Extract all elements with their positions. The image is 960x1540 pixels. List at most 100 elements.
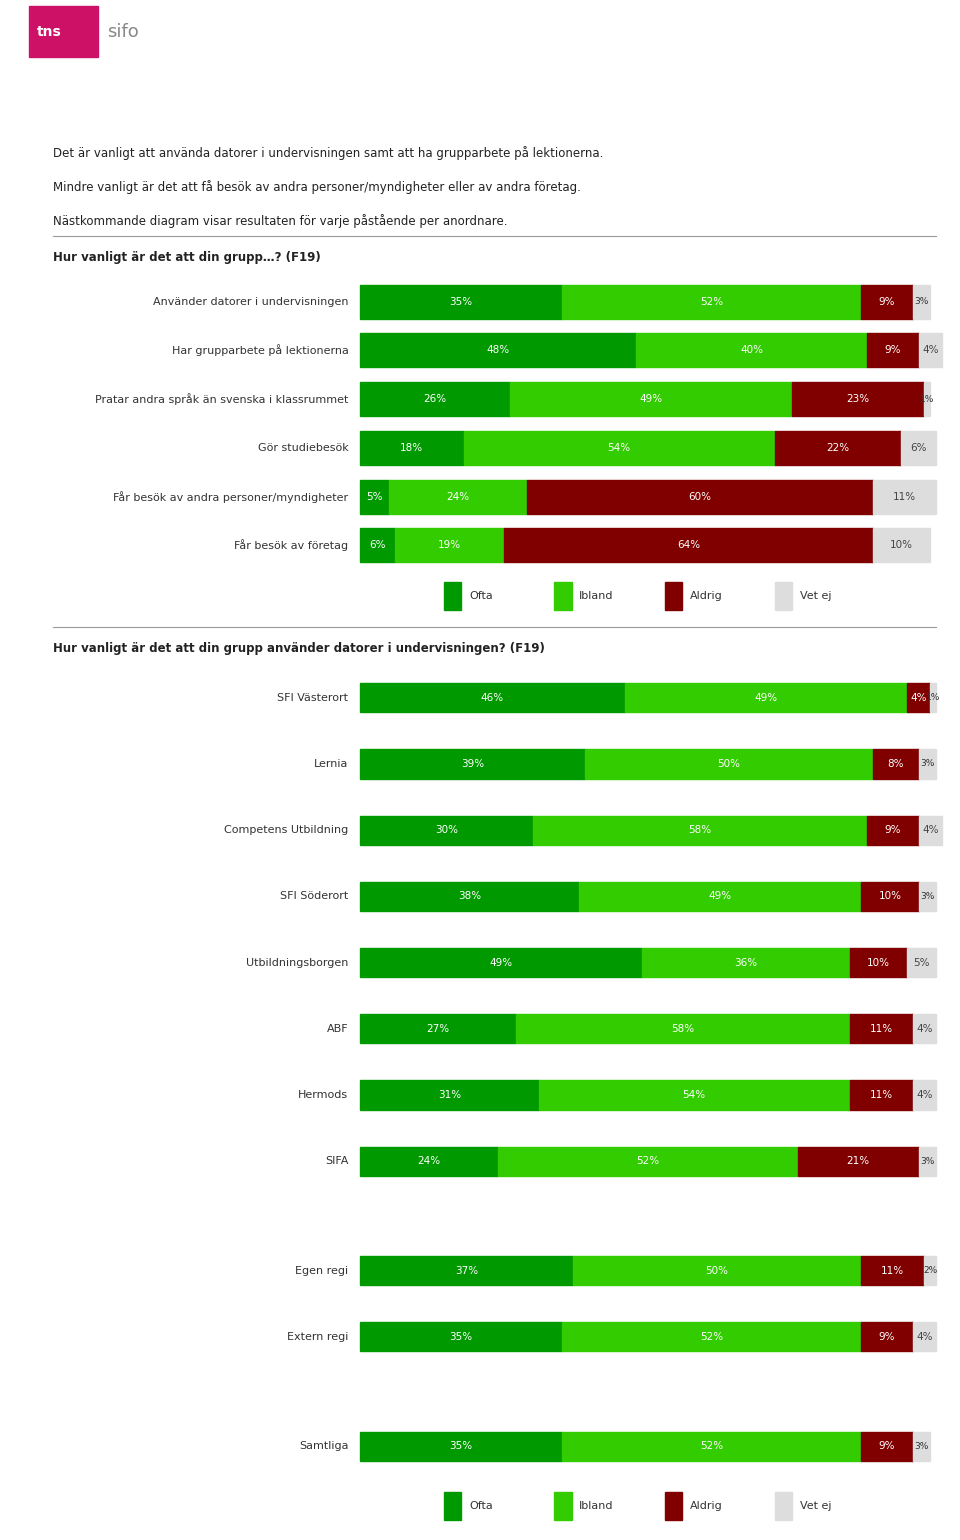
Bar	[867, 333, 919, 367]
Bar	[625, 684, 907, 713]
Bar	[585, 750, 873, 779]
Text: Hur vanligt är det att din grupp…? (F19): Hur vanligt är det att din grupp…? (F19)	[53, 251, 321, 263]
Bar	[360, 333, 636, 367]
Bar	[776, 1492, 793, 1520]
Text: SIFA: SIFA	[325, 1157, 348, 1166]
Text: 9%: 9%	[878, 1441, 896, 1451]
Bar	[919, 882, 936, 912]
Bar	[360, 1257, 573, 1286]
Text: Pratar andra språk än svenska i klassrummet: Pratar andra språk än svenska i klassrum…	[95, 393, 348, 405]
Text: 10%: 10%	[878, 892, 901, 901]
Bar	[444, 1492, 461, 1520]
Text: 31%: 31%	[438, 1090, 461, 1100]
Text: 4%: 4%	[910, 693, 927, 702]
Bar	[913, 1432, 930, 1461]
Bar	[360, 528, 395, 562]
Bar	[516, 1015, 850, 1044]
Text: 37%: 37%	[455, 1266, 478, 1275]
Bar	[444, 582, 461, 610]
Bar	[555, 582, 571, 610]
Text: 49%: 49%	[755, 693, 778, 702]
Bar	[867, 816, 919, 845]
Text: 3%: 3%	[921, 759, 934, 768]
Text: 58%: 58%	[688, 825, 711, 835]
Bar	[861, 1257, 924, 1286]
Text: 46%: 46%	[481, 693, 504, 702]
Text: 48%: 48%	[487, 345, 510, 356]
Text: 35%: 35%	[449, 297, 472, 306]
Text: Ofta: Ofta	[468, 591, 492, 601]
Bar	[919, 333, 942, 367]
Text: 52%: 52%	[700, 1332, 723, 1341]
Bar	[636, 333, 867, 367]
Text: 30%: 30%	[435, 825, 458, 835]
Bar	[919, 816, 942, 845]
Bar	[792, 382, 924, 416]
Bar	[850, 1081, 913, 1110]
Text: Extern regi: Extern regi	[287, 1332, 348, 1341]
Text: Gör studiebesök: Gör studiebesök	[257, 444, 348, 453]
Bar	[861, 285, 913, 319]
Bar	[360, 684, 625, 713]
Bar	[360, 882, 579, 912]
Bar	[510, 382, 792, 416]
Bar	[924, 382, 930, 416]
Bar	[389, 479, 527, 513]
Text: Hermods: Hermods	[299, 1090, 348, 1100]
Text: Vet ej: Vet ej	[800, 1502, 831, 1511]
Text: 52%: 52%	[700, 297, 723, 306]
Bar	[360, 750, 585, 779]
Text: 49%: 49%	[639, 394, 662, 403]
Text: Har grupparbete på lektionerna: Har grupparbete på lektionerna	[172, 345, 348, 356]
Text: 36%: 36%	[734, 958, 757, 967]
Text: 27%: 27%	[426, 1024, 449, 1033]
Bar	[498, 1147, 798, 1177]
Bar	[664, 582, 682, 610]
Bar	[913, 285, 930, 319]
Bar	[924, 1257, 936, 1286]
Text: 60%: 60%	[688, 491, 711, 502]
Text: 10%: 10%	[867, 958, 890, 967]
Bar	[579, 882, 861, 912]
Text: 11%: 11%	[870, 1090, 893, 1100]
Bar	[861, 882, 919, 912]
Text: 24%: 24%	[446, 491, 469, 502]
Text: Utbildningsborgen: Utbildningsborgen	[246, 958, 348, 967]
Text: Får besök av andra personer/myndigheter: Får besök av andra personer/myndigheter	[113, 491, 348, 502]
Text: SFI Söderort: SFI Söderort	[280, 892, 348, 901]
Text: 22%: 22%	[827, 444, 850, 453]
Text: 9%: 9%	[884, 825, 901, 835]
Text: 58%: 58%	[671, 1024, 694, 1033]
Bar	[573, 1257, 861, 1286]
Text: 19%: 19%	[438, 541, 461, 550]
Text: Samtliga: Samtliga	[299, 1441, 348, 1451]
Text: 54%: 54%	[608, 444, 631, 453]
Bar	[360, 1147, 498, 1177]
Bar	[360, 382, 510, 416]
Text: 9%: 9%	[878, 297, 896, 306]
Text: 4%: 4%	[916, 1090, 933, 1100]
Bar	[360, 1081, 539, 1110]
Text: 39%: 39%	[461, 759, 484, 768]
Text: Competens Utbildning: Competens Utbildning	[225, 825, 348, 835]
Bar	[464, 431, 775, 465]
Bar	[873, 479, 936, 513]
Text: sifo: sifo	[108, 23, 139, 40]
Bar	[930, 684, 936, 713]
Bar	[861, 1323, 913, 1352]
Text: 11%: 11%	[870, 1024, 893, 1033]
Text: 2%: 2%	[924, 1266, 937, 1275]
Text: 5%: 5%	[366, 491, 383, 502]
Text: 49%: 49%	[708, 892, 732, 901]
Bar	[919, 750, 936, 779]
Text: Aldrig: Aldrig	[689, 591, 723, 601]
Text: Nästkommande diagram visar resultaten för varje påstående per anordnare.: Nästkommande diagram visar resultaten fö…	[53, 214, 507, 228]
Text: 4%: 4%	[922, 345, 939, 356]
Bar	[850, 949, 907, 978]
Bar	[562, 1323, 861, 1352]
Text: 6%: 6%	[910, 444, 927, 453]
Bar	[901, 431, 936, 465]
Text: 35%: 35%	[449, 1441, 472, 1451]
Text: 3%: 3%	[915, 1441, 928, 1451]
Bar	[395, 528, 504, 562]
